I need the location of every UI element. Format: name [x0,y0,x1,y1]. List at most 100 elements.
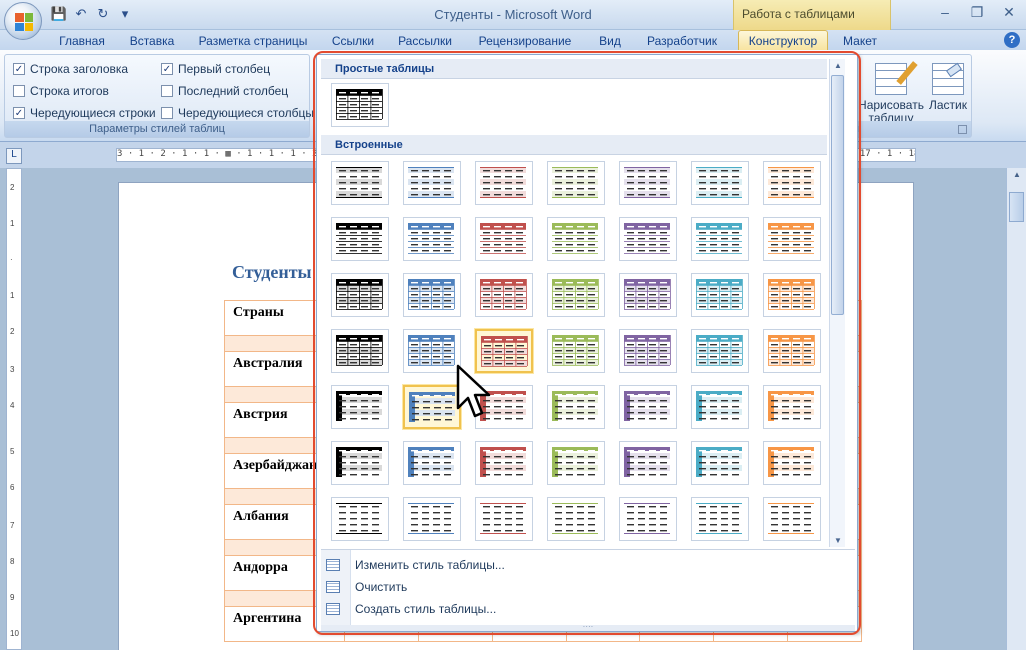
empty-checkbox-icon [13,85,25,97]
tab-layout[interactable]: Макет [843,34,877,48]
table-style-thumbnail[interactable] [547,273,605,317]
table-style-thumbnail[interactable] [547,217,605,261]
table-style-thumbnail[interactable] [331,385,389,429]
table-style-thumbnail[interactable] [619,497,677,541]
draw-table-button[interactable]: Нарисовать таблицу [857,61,925,125]
table-style-thumbnail[interactable] [763,497,821,541]
table-style-thumbnail[interactable] [403,273,461,317]
gallery-scroll-down-icon[interactable]: ▼ [834,536,842,545]
table-style-thumbnail[interactable] [331,329,389,373]
table-style-thumbnail[interactable] [763,273,821,317]
tab-review[interactable]: Рецензирование [478,34,572,48]
group-label: ы [849,121,971,137]
table-style-thumbnail[interactable] [475,329,533,373]
resize-grip[interactable]: ···· [321,623,855,631]
modify-table-style-item[interactable]: Изменить стиль таблицы... [321,554,855,576]
save-icon[interactable]: 💾 [50,6,68,21]
table-style-thumbnail[interactable] [763,217,821,261]
table-style-thumbnail[interactable] [691,273,749,317]
table-style-thumbnail[interactable] [619,329,677,373]
table-style-thumbnail[interactable] [403,161,461,205]
table-style-thumbnail[interactable] [547,329,605,373]
check-icon: ✓ [161,63,173,75]
tab-design[interactable]: Конструктор [738,30,828,51]
section-plain-tables: Простые таблицы [321,59,827,79]
table-style-thumbnail[interactable] [691,161,749,205]
scroll-thumb[interactable] [1009,192,1024,222]
dialog-launcher-icon[interactable] [958,125,967,134]
gallery-scrollbar[interactable]: ▲ ▼ [829,59,845,547]
gallery-scroll-thumb[interactable] [831,75,844,315]
redo-icon[interactable]: ↻ [97,6,109,21]
table-style-thumbnail[interactable] [763,329,821,373]
close-icon[interactable]: ✕ [1003,4,1015,20]
office-button[interactable] [4,2,42,40]
table-style-thumbnail[interactable] [403,217,461,261]
table-style-thumbnail[interactable] [619,441,677,485]
document-heading[interactable]: Студенты [232,262,312,282]
minimize-icon[interactable]: – [941,4,949,20]
check-icon: ✓ [13,63,25,75]
gallery-scroll-up-icon[interactable]: ▲ [834,61,842,70]
table-style-thumbnail[interactable] [475,273,533,317]
table-style-thumbnail[interactable] [619,385,677,429]
undo-icon[interactable]: ↶ [75,6,87,21]
eraser-button[interactable]: Ластик [927,62,969,112]
table-style-thumbnail[interactable] [331,497,389,541]
clear-table-style-item[interactable]: Очистить [321,576,855,598]
table-style-thumbnail[interactable] [403,329,461,373]
table-style-thumbnail[interactable] [331,441,389,485]
table-style-thumbnail[interactable] [547,497,605,541]
table-style-thumbnail[interactable] [763,441,821,485]
table-style-thumbnail[interactable] [691,385,749,429]
office-logo-icon [15,13,33,31]
section-built-in: Встроенные [321,135,827,155]
tab-selector[interactable]: L [6,148,22,164]
table-style-thumbnail[interactable] [547,161,605,205]
draw-borders-group: Нарисовать таблицу Ластик ы [848,54,972,138]
tab-view[interactable]: Вид [599,34,621,48]
table-style-thumbnail[interactable] [331,217,389,261]
table-style-thumbnail[interactable] [691,441,749,485]
table-style-thumbnail[interactable] [547,441,605,485]
table-style-thumbnail[interactable] [619,161,677,205]
document-scrollbar[interactable]: ▲ [1006,168,1026,650]
tab-developer[interactable]: Разработчик [647,34,717,48]
last-column-checkbox[interactable]: Последний столбец [161,84,288,98]
first-column-checkbox[interactable]: ✓ Первый столбец [161,62,271,76]
tab-page-layout[interactable]: Разметка страницы [198,34,308,48]
help-icon[interactable]: ? [1004,32,1020,48]
table-style-thumbnail[interactable] [691,217,749,261]
new-table-style-item[interactable]: Создать стиль таблицы... [321,598,855,620]
table-style-thumbnail[interactable] [691,497,749,541]
table-style-thumbnail[interactable] [403,385,461,429]
table-style-thumbnail[interactable] [403,497,461,541]
table-style-plain-grid[interactable] [331,83,389,127]
tab-mailings[interactable]: Рассылки [398,34,452,48]
table-style-thumbnail[interactable] [403,441,461,485]
table-style-thumbnail[interactable] [547,385,605,429]
tab-references[interactable]: Ссылки [331,34,375,48]
scroll-up-icon[interactable]: ▲ [1013,170,1021,179]
banded-columns-checkbox[interactable]: Чередующиеся столбцы [161,106,314,120]
table-style-thumbnail[interactable] [475,441,533,485]
banded-rows-checkbox[interactable]: ✓ Чередующиеся строки [13,106,156,120]
header-row-checkbox[interactable]: ✓ Строка заголовка [13,62,129,76]
restore-icon[interactable]: ❐ [970,4,984,20]
customize-qat-icon[interactable]: ▾ [121,6,129,21]
tab-home[interactable]: Главная [59,34,105,48]
ribbon-tabs: Главная Вставка Разметка страницы Ссылки… [0,30,1026,51]
table-style-thumbnail[interactable] [475,161,533,205]
table-style-thumbnail[interactable] [331,161,389,205]
table-style-thumbnail[interactable] [475,497,533,541]
total-row-checkbox[interactable]: Строка итогов [13,84,109,98]
table-style-thumbnail[interactable] [619,273,677,317]
table-style-thumbnail[interactable] [619,217,677,261]
table-style-thumbnail[interactable] [331,273,389,317]
table-style-thumbnail[interactable] [475,217,533,261]
table-style-thumbnail[interactable] [763,161,821,205]
table-style-thumbnail[interactable] [763,385,821,429]
vertical-ruler[interactable]: 2 1 · 1 2 3 4 5 6 7 8 9 10 [6,168,22,650]
table-style-thumbnail[interactable] [691,329,749,373]
tab-insert[interactable]: Вставка [129,34,175,48]
